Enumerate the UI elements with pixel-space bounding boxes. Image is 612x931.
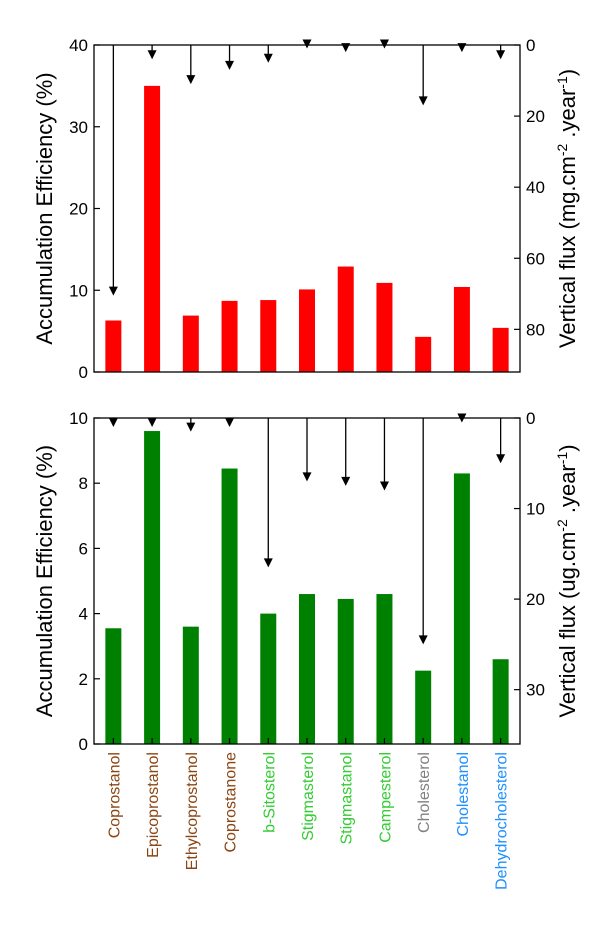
right-axis-title-superscript: -2 (554, 144, 570, 157)
flux-arrow-head-5 (302, 472, 312, 482)
flux-arrow-head-6 (341, 476, 351, 486)
bar-6 (337, 266, 354, 372)
left-tick-label: 0 (79, 735, 88, 754)
bar-4 (260, 300, 277, 372)
right-tick-label: 80 (526, 320, 545, 339)
left-tick-label: 2 (79, 670, 88, 689)
flux-arrow-head-2 (186, 422, 196, 432)
flux-arrow-head-3 (225, 60, 235, 70)
bar-5 (299, 289, 315, 372)
category-label-0: Coprostanol (106, 752, 123, 838)
left-tick-label: 8 (79, 474, 88, 493)
flux-arrow-head-7 (379, 481, 389, 491)
bar-5 (299, 594, 315, 744)
category-label-1: Epicoprostanol (145, 752, 162, 858)
bar-4 (260, 613, 277, 744)
left-tick-label: 10 (69, 409, 88, 428)
right-tick-label: 10 (526, 500, 545, 519)
bar-10 (492, 659, 509, 744)
category-label-5: Stigmasterol (300, 752, 317, 841)
bar-6 (337, 598, 354, 744)
right-tick-label: 60 (526, 249, 545, 268)
category-label-10: Dehydrocholesterol (494, 752, 511, 890)
bottom-panel: 0 2 4 6 8 10 0 10 20 30 Accumulation Efficiency (%… (32, 409, 580, 754)
right-axis-title: Vertical flux (ug.cm-2 .year-1) (554, 444, 580, 717)
category-label-6: Stigmastanol (339, 752, 356, 845)
top-panel: 0 10 20 30 40 0 20 40 60 80 Accumulation Efficienc… (32, 36, 580, 382)
right-tick-label: 0 (526, 36, 535, 55)
right-tick-label: 30 (526, 681, 545, 700)
right-axis-title-part: Vertical flux (ug.cm (555, 532, 580, 718)
right-tick-label: 20 (526, 590, 545, 609)
right-axis-title-part: ) (555, 444, 580, 451)
flux-arrow-head-10 (496, 50, 506, 60)
bar-2 (182, 626, 199, 744)
right-tick-label: 20 (526, 107, 545, 126)
flux-arrow-head-10 (496, 454, 506, 464)
right-axis-title-superscript: -1 (554, 452, 570, 465)
left-tick-label: 0 (79, 363, 88, 382)
bar-0 (105, 320, 122, 372)
bar-3 (221, 468, 238, 744)
left-tick-label: 20 (69, 200, 88, 219)
flux-arrow-head-0 (108, 418, 118, 428)
right-tick-label: 0 (526, 409, 535, 428)
bar-1 (144, 431, 161, 744)
flux-arrow-head-4 (263, 53, 273, 63)
right-axis-title-part: Vertical flux (mg.cm (555, 156, 580, 348)
left-tick-label: 4 (79, 605, 88, 624)
category-label-2: Ethylcoprostanol (184, 752, 201, 870)
category-labels: Coprostanol Epicoprostanol Ethylcoprostano… (106, 752, 510, 890)
flux-arrow-head-1 (147, 50, 157, 60)
flux-arrow-head-3 (225, 418, 235, 428)
category-label-3: Coprostanone (223, 752, 240, 853)
flux-arrow-head-4 (263, 558, 273, 568)
left-tick-label: 6 (79, 539, 88, 558)
category-label-4: b-Sitosterol (261, 752, 278, 833)
left-tick-label: 30 (69, 118, 88, 137)
right-axis-title: Vertical flux (mg.cm-2 .year-1) (554, 69, 580, 348)
flux-arrow-head-8 (418, 96, 428, 106)
right-axis-title-part: .year (555, 464, 580, 519)
flux-arrow-head-5 (302, 39, 312, 49)
left-tick-label: 40 (69, 36, 88, 55)
category-label-8: Cholesterol (416, 752, 433, 833)
bar-10 (492, 327, 509, 372)
bar-7 (376, 282, 393, 372)
bar-0 (105, 628, 122, 744)
category-label-9: Cholestanol (455, 752, 472, 837)
right-tick-label: 40 (526, 178, 545, 197)
flux-arrow-head-0 (108, 286, 118, 296)
left-axis-title: Accumulation Efficiency (%) (32, 72, 57, 344)
bar-7 (376, 594, 393, 744)
right-axis-title-superscript: -2 (554, 519, 570, 532)
left-tick-label: 10 (69, 281, 88, 300)
bar-8 (415, 670, 432, 744)
flux-arrow-head-1 (147, 418, 157, 428)
bar-1 (144, 85, 161, 372)
right-axis-title-superscript: -1 (554, 76, 570, 89)
bar-2 (182, 315, 199, 372)
flux-arrow-head-2 (186, 75, 196, 85)
bar-9 (453, 286, 470, 372)
category-label-7: Campesterol (377, 752, 394, 843)
right-axis-title-part: ) (555, 69, 580, 76)
bar-8 (415, 336, 432, 372)
flux-arrow-head-7 (379, 39, 389, 49)
left-axis-title: Accumulation Efficiency (%) (32, 445, 57, 717)
right-axis-title-part: .year (555, 89, 580, 144)
bar-9 (453, 473, 470, 744)
flux-arrow-head-8 (418, 635, 428, 645)
bar-3 (221, 300, 238, 372)
